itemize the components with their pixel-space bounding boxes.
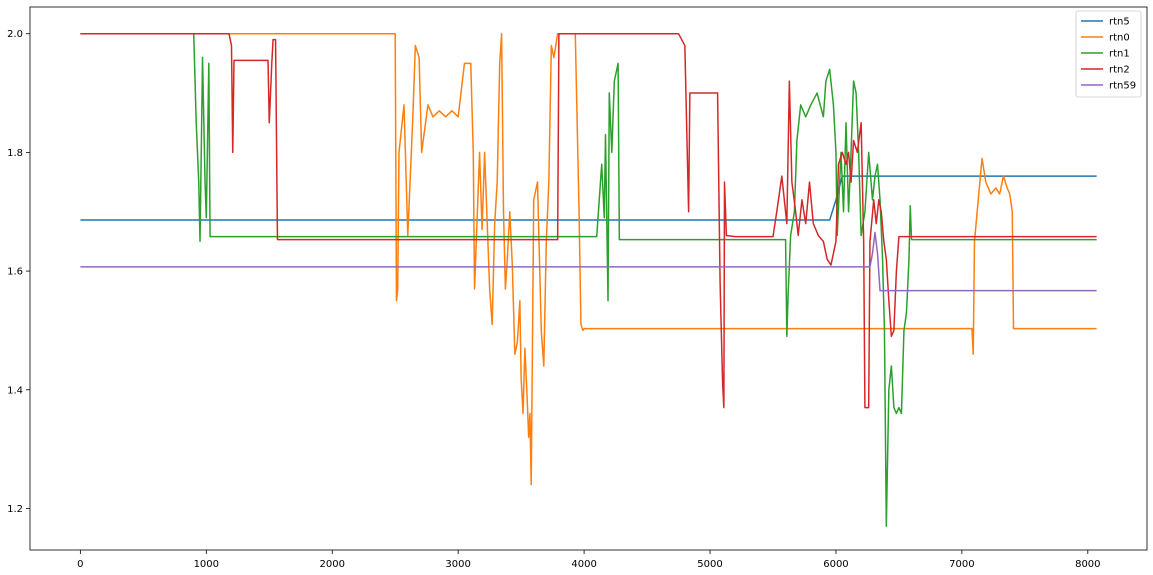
x-tick-label: 3000	[445, 559, 470, 570]
plot-frame	[29, 6, 1148, 551]
series-line-rtn0	[80, 32, 1097, 486]
series-line-rtn2	[80, 32, 1097, 409]
series-line-rtn1	[80, 32, 1097, 528]
x-tick-label: 6000	[823, 559, 848, 570]
x-tick-label: 2000	[320, 559, 345, 570]
y-tick-label: 1.8	[7, 148, 23, 159]
y-tick-label: 2.0	[7, 29, 23, 40]
x-tick-label: 8000	[1075, 559, 1100, 570]
legend-label-rtn1: rtn1	[1109, 49, 1130, 60]
legend-box	[1075, 10, 1142, 98]
x-tick-label: 4000	[571, 559, 596, 570]
x-tick-label: 5000	[697, 559, 722, 570]
x-tick-label: 7000	[949, 559, 974, 570]
legend: rtn5 rtn0 rtn1 rtn2 rtn59	[1075, 10, 1142, 98]
x-tick-label: 1000	[194, 559, 219, 570]
y-axis: 1.2 1.4 1.6 1.8 2.0	[7, 29, 30, 515]
legend-label-rtn2: rtn2	[1109, 65, 1130, 76]
series-layer	[80, 32, 1097, 528]
legend-label-rtn5: rtn5	[1109, 17, 1130, 28]
series-line-rtn59	[80, 231, 1097, 292]
y-tick-label: 1.6	[7, 267, 23, 278]
legend-label-rtn0: rtn0	[1109, 33, 1130, 44]
y-tick-label: 1.2	[7, 504, 23, 515]
legend-label-rtn59: rtn59	[1109, 81, 1136, 92]
x-tick-label: 0	[77, 559, 83, 570]
x-axis: 0 1000 2000 3000 4000 5000 6000 7000 8000	[77, 550, 1101, 570]
y-tick-label: 1.4	[7, 385, 23, 396]
